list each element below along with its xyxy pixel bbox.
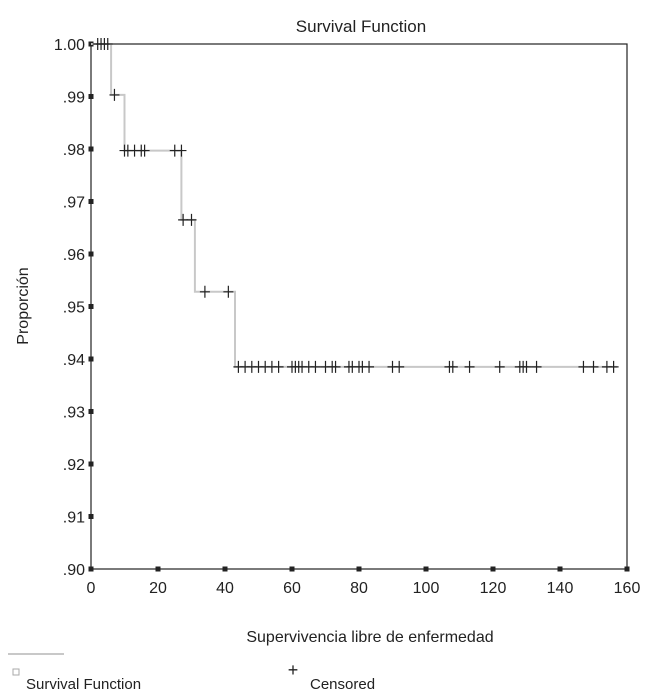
censored-mark: [139, 144, 150, 157]
y-tick-mark: [88, 356, 94, 362]
censored-mark: [176, 144, 187, 157]
x-axis: 0 20 40 60 80 100 120 140 160: [87, 566, 641, 597]
x-tick-label: 60: [283, 580, 301, 597]
censored-mark: [310, 360, 321, 373]
x-tick-mark: [490, 566, 496, 572]
censored-mark: [223, 285, 234, 298]
censored-mark: [199, 285, 210, 298]
censored-mark: [394, 360, 405, 373]
censored-mark: [578, 360, 589, 373]
censored-mark: [608, 360, 619, 373]
x-tick-label: 160: [614, 580, 641, 597]
censored-mark: [109, 88, 120, 101]
y-tick-label: .96: [63, 247, 85, 264]
y-tick-label: .91: [63, 510, 85, 527]
x-tick-label: 100: [413, 580, 440, 597]
x-tick-mark: [356, 566, 362, 572]
censored-mark: [588, 360, 599, 373]
censored-mark: [521, 360, 532, 373]
legend-survival-label: Survival Function: [26, 676, 141, 693]
y-tick-mark: [88, 94, 94, 99]
censored-markers: [92, 38, 619, 373]
y-tick-mark: [88, 461, 94, 467]
censored-mark: [464, 360, 475, 373]
y-tick-label: 1.00: [54, 37, 85, 54]
censored-mark: [494, 360, 505, 373]
x-tick-label: 140: [547, 580, 574, 597]
y-tick-label: .93: [63, 405, 85, 422]
legend: Survival Function + Censored: [8, 653, 375, 693]
y-tick-label: .92: [63, 457, 85, 474]
y-tick-mark: [88, 409, 94, 414]
x-tick-mark: [155, 566, 161, 572]
plot-frame: [90, 43, 628, 570]
y-tick-mark: [88, 199, 94, 204]
x-tick-mark: [222, 566, 228, 572]
x-tick-label: 20: [149, 580, 167, 597]
y-tick-mark: [88, 514, 94, 519]
censored-mark: [178, 213, 189, 226]
y-axis: .90 .91 .92 .93 .94 .95 .96 .97 .98 .99 1.00: [54, 37, 94, 579]
legend-censored-label: Censored: [310, 676, 375, 693]
y-tick-mark: [88, 566, 94, 572]
x-tick-mark: [289, 566, 295, 572]
y-tick-label: .98: [63, 142, 85, 159]
plot-area: 0 20 40 60 80 100 120 140 160 .90 .91 .92 .93 .94 .95…: [54, 37, 641, 597]
x-tick-mark: [557, 566, 563, 572]
legend-survival-square-icon: [12, 668, 20, 676]
y-tick-label: .90: [63, 562, 85, 579]
y-tick-mark: [88, 146, 94, 152]
chart-title: Survival Function: [296, 17, 426, 36]
survival-function-line: [91, 43, 617, 368]
censored-mark: [102, 38, 113, 50]
x-tick-label: 80: [350, 580, 368, 597]
y-tick-label: .99: [63, 90, 85, 107]
y-tick-label: .97: [63, 195, 85, 212]
y-tick-label: .94: [63, 352, 85, 369]
censored-mark: [531, 360, 542, 373]
x-tick-mark: [423, 566, 429, 572]
legend-censored-plus-icon: +: [288, 660, 299, 680]
y-tick-mark: [88, 251, 94, 257]
y-tick-mark: [88, 304, 94, 309]
censored-mark: [330, 360, 341, 373]
censored-mark: [186, 213, 197, 226]
y-axis-label: Proporción: [15, 267, 32, 344]
x-tick-label: 40: [216, 580, 234, 597]
censored-mark: [447, 360, 458, 373]
censored-mark: [364, 360, 375, 373]
x-tick-mark: [624, 566, 630, 572]
y-tick-label: .95: [63, 300, 85, 317]
censored-mark: [273, 360, 284, 373]
x-axis-label: Supervivencia libre de enfermedad: [246, 629, 493, 646]
x-tick-label: 120: [480, 580, 507, 597]
x-tick-label: 0: [87, 580, 96, 597]
